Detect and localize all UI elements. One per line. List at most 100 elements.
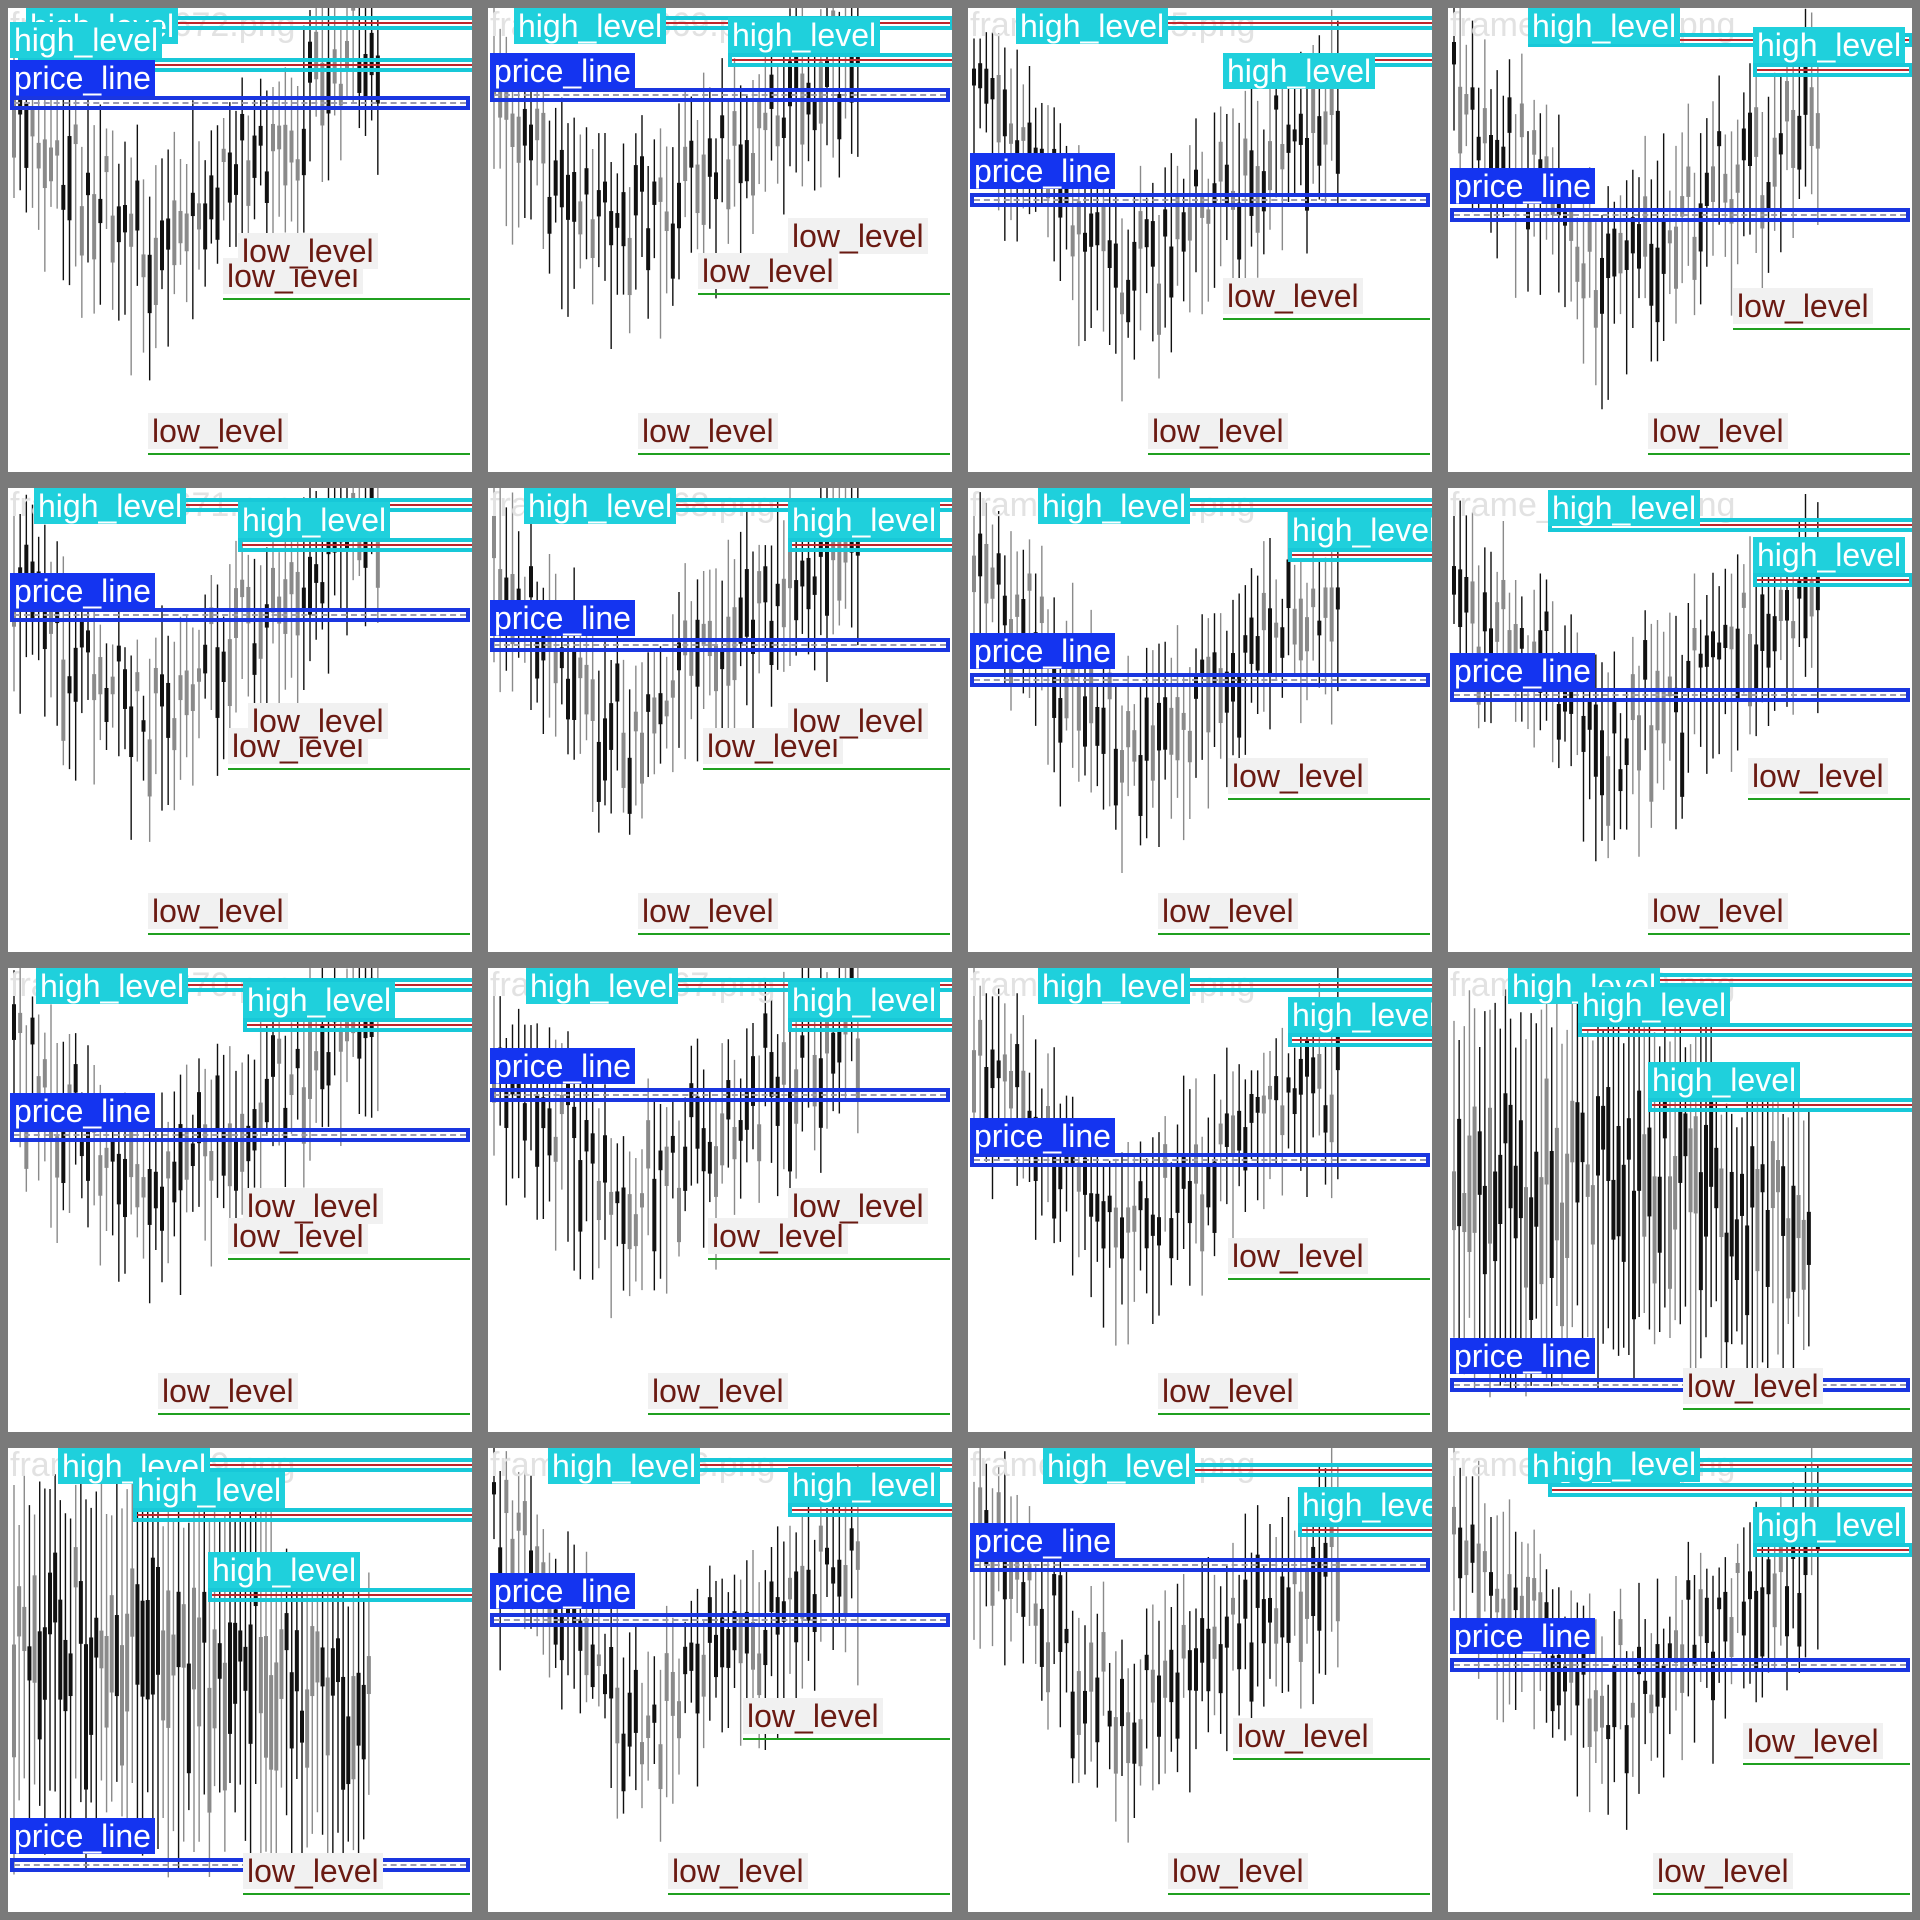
resistance-line [1512, 979, 1912, 981]
support-line [223, 298, 470, 300]
price-dashed-line [494, 644, 946, 646]
price-dashed-line [974, 1159, 1426, 1161]
high-level-box [788, 1503, 952, 1517]
price-dashed-line [1454, 214, 1906, 216]
low-level-label: low_level [1748, 758, 1888, 794]
support-line [1223, 318, 1430, 320]
support-line [1653, 1893, 1910, 1895]
price-line-box [970, 193, 1430, 207]
low-level-label: low_level [1228, 1238, 1368, 1274]
detection-tile[interactable]: frame_227669.pnghigh_levelhigh_levelpric… [488, 8, 952, 472]
low-level-label: low_level [1233, 1718, 1373, 1754]
candlestick-series [12, 1468, 371, 1878]
price-dashed-line [974, 679, 1426, 681]
price-line-label: price_line [1450, 653, 1595, 689]
resistance-line [1020, 22, 1432, 24]
high-level-label: high_level [548, 1448, 701, 1484]
detection-tile[interactable]: frame_227663.pnghigh_levelhigh_levelpric… [968, 968, 1432, 1432]
price-line-label: price_line [10, 1818, 155, 1854]
resistance-line [242, 544, 472, 546]
detection-tile[interactable]: frame_227664.pnghigh_levelhigh_levelpric… [968, 488, 1432, 952]
resistance-line [1652, 1104, 1912, 1106]
resistance-line [1047, 1469, 1432, 1471]
low-level-label: low_level [708, 1218, 848, 1254]
price-dashed-line [1454, 1384, 1906, 1386]
price-line-label: price_line [970, 153, 1115, 189]
price-line-label: price_line [10, 60, 155, 96]
resistance-line [1532, 1464, 1912, 1466]
support-line [1228, 1278, 1430, 1280]
low-level-label: low_level [1168, 1853, 1308, 1889]
resistance-line [1042, 504, 1432, 506]
low-level-label: low_level [668, 1853, 808, 1889]
price-dashed-line [974, 199, 1426, 201]
low-level-label: low_level [1648, 893, 1788, 929]
low-level-label: low_level [743, 1698, 883, 1734]
detection-tile[interactable]: frame_227666.pnghigh_levelhigh_levelpric… [488, 1448, 952, 1912]
detection-tile[interactable]: frame_227671.pnghigh_levelhigh_levelpric… [8, 488, 472, 952]
low-level-label: low_level [228, 1218, 368, 1254]
detection-tile[interactable]: frame_227670.pnghigh_levelhigh_levelpric… [8, 968, 472, 1432]
high-level-label: high_level [1648, 1062, 1801, 1098]
low-level-label: low_level [788, 1188, 928, 1224]
low-level-label: low_level [248, 703, 388, 739]
resistance-line [1302, 1529, 1432, 1531]
high-level-label: high_level [36, 968, 189, 1004]
high-level-label: high_level [1043, 1448, 1196, 1484]
high-level-label: high_level [10, 22, 163, 58]
low-level-label: low_level [1158, 893, 1298, 929]
support-line [158, 1413, 470, 1415]
high-level-box [1288, 1033, 1432, 1047]
high-level-label: high_level [1548, 490, 1701, 526]
detection-tile[interactable]: frame_227672.pnghigh_levelhigh_levelpric… [8, 8, 472, 472]
candlestick-series [1452, 1448, 1820, 1830]
low-level-label: low_level [148, 893, 288, 929]
high-level-box [133, 1508, 472, 1522]
support-line [1148, 453, 1430, 455]
support-line [228, 1258, 470, 1260]
price-line-label: price_line [1450, 1618, 1595, 1654]
resistance-line [1552, 524, 1912, 526]
detection-tile[interactable]: frame_227662.pnghigh_levelhigh_levelpric… [1448, 488, 1912, 952]
detection-tile[interactable]: frame_227665.pnghigh_levelhigh_levelpric… [968, 8, 1432, 472]
price-line-box [1450, 208, 1910, 222]
price-line-label: price_line [490, 53, 635, 89]
detection-tile[interactable]: frame_227658.pnghigh_levelhigh_levelpric… [968, 1448, 1432, 1912]
detection-tile[interactable]: frame_227667.pnghigh_levelhigh_levelpric… [488, 968, 952, 1432]
high-level-label: high_level [208, 1552, 361, 1588]
support-line [228, 768, 470, 770]
price-line-label: price_line [490, 1048, 635, 1084]
price-dashed-line [1454, 694, 1906, 696]
low-level-label: low_level [243, 1188, 383, 1224]
resistance-line [62, 1464, 472, 1466]
price-line-box [1450, 688, 1910, 702]
resistance-line [212, 1594, 472, 1596]
price-line-box [10, 96, 470, 110]
high-level-label: high_level [1038, 488, 1191, 524]
high-level-box [238, 538, 472, 552]
support-line [1648, 933, 1910, 935]
price-line-label: price_line [970, 1523, 1115, 1559]
high-level-box [1753, 573, 1912, 587]
detection-tile[interactable]: frame_227661.pnghigh_levelhigh_levelpric… [1448, 8, 1912, 472]
high-level-label: high_level [1528, 8, 1681, 44]
detection-tile[interactable]: frame_227657.pnghigh_levelhigh_levelhigh… [1448, 1448, 1912, 1912]
support-line [1158, 933, 1430, 935]
price-dashed-line [14, 1864, 466, 1866]
resistance-line [792, 1024, 952, 1026]
price-line-box [10, 1128, 470, 1142]
price-dashed-line [974, 1564, 1426, 1566]
detection-tile[interactable]: frame_227660.pnghigh_levelhigh_levelhigh… [1448, 968, 1912, 1432]
price-line-box [970, 1558, 1430, 1572]
candlestick-series [12, 488, 380, 842]
resistance-line [137, 1514, 472, 1516]
price-line-label: price_line [1450, 1338, 1595, 1374]
detection-tile[interactable]: frame_227668.pnghigh_levelhigh_levelpric… [488, 488, 952, 952]
support-line [1748, 798, 1910, 800]
high-level-box [208, 1588, 472, 1602]
support-line [698, 293, 950, 295]
detection-tile[interactable]: frame_227659.pnghigh_levelhigh_levelhigh… [8, 1448, 472, 1912]
high-level-box [243, 1018, 472, 1032]
resistance-line [552, 1464, 952, 1466]
support-line [743, 1738, 950, 1740]
